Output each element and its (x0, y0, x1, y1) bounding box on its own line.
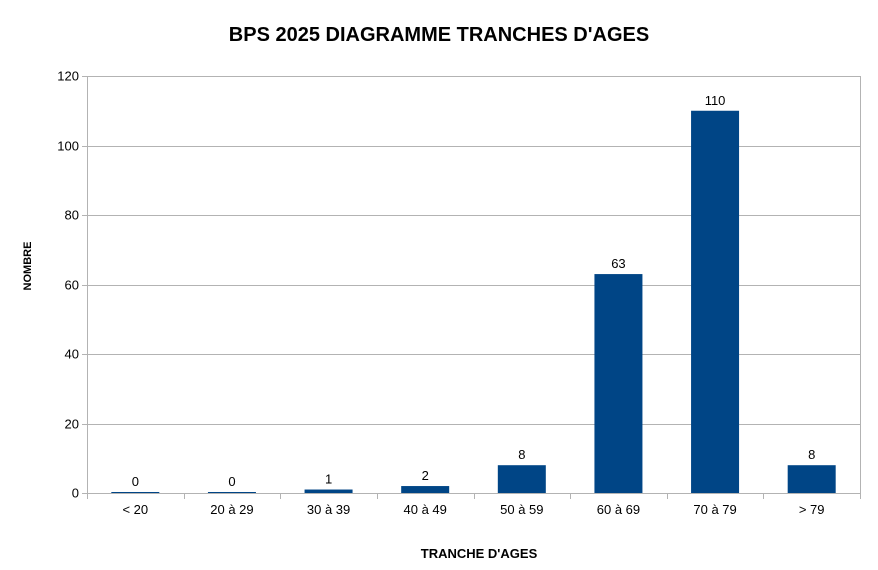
y-tick-label: 60 (65, 278, 79, 293)
data-label: 1 (325, 472, 332, 487)
bar (111, 492, 160, 493)
y-tick-label: 120 (57, 69, 79, 84)
x-tick-label: 70 à 79 (693, 502, 736, 517)
bar (594, 274, 643, 493)
bar (401, 486, 450, 493)
x-tick-label: > 79 (799, 502, 825, 517)
x-axis-label: TRANCHE D'AGES (420, 546, 538, 561)
chart-title: BPS 2025 DIAGRAMME TRANCHES D'AGES (228, 24, 650, 46)
data-label: 63 (611, 256, 625, 271)
y-tick-label: 40 (65, 347, 79, 362)
bar (207, 492, 256, 493)
data-label: 8 (808, 447, 815, 462)
bar (691, 110, 740, 493)
x-tick-label: 20 à 29 (210, 502, 253, 517)
data-label: 0 (228, 474, 235, 489)
data-label: 8 (518, 447, 525, 462)
data-label: 2 (422, 468, 429, 483)
bar (497, 465, 546, 493)
y-tick-label: 80 (65, 208, 79, 223)
y-tick-label: 0 (72, 486, 79, 501)
bar (304, 489, 353, 493)
data-label: 0 (132, 474, 139, 489)
x-tick-label: 30 à 39 (307, 502, 350, 517)
y-tick-label: 100 (57, 139, 79, 154)
y-tick-label: 20 (65, 417, 79, 432)
bar (787, 465, 836, 493)
data-label: 110 (705, 93, 726, 108)
x-tick-label: 40 à 49 (404, 502, 447, 517)
x-tick-label: < 20 (122, 502, 148, 517)
x-tick-label: 50 à 59 (500, 502, 543, 517)
x-tick-label: 60 à 69 (597, 502, 640, 517)
